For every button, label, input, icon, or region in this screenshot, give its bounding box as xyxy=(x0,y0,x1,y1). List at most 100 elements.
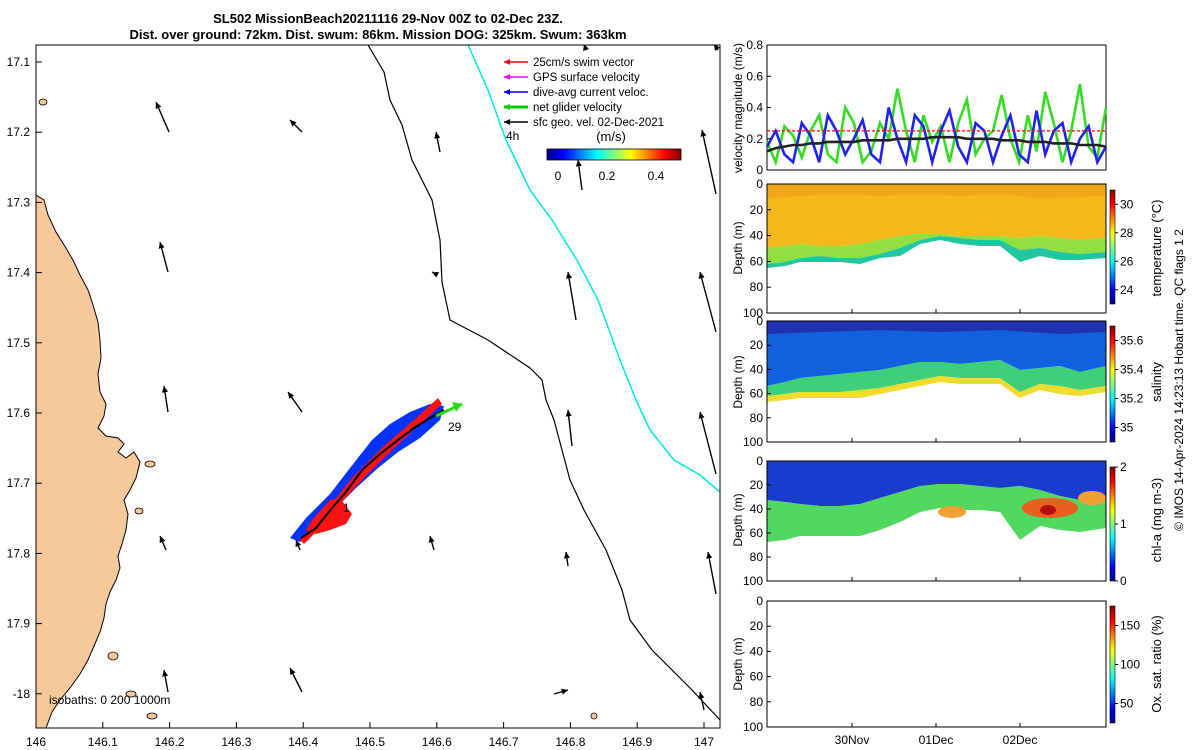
salinity-colorbar-ticks: 35 35.2 35.4 35.6 xyxy=(1115,334,1144,435)
colorbar-tick: 0.4 xyxy=(648,169,665,183)
colorbar-tick-label: 35.2 xyxy=(1120,392,1144,406)
velocity-arrowhead xyxy=(698,272,705,279)
velocity-arrowhead xyxy=(583,45,589,51)
velocity-arrowhead xyxy=(434,132,441,139)
depth-tick-label: 20 xyxy=(750,619,764,633)
depth-tick-label: 40 xyxy=(750,644,764,658)
track-line xyxy=(300,409,445,539)
lon-tick-label: 146.7 xyxy=(489,735,519,749)
depth-tick-label: 20 xyxy=(750,203,764,217)
salinity-surface-layer xyxy=(767,321,1106,386)
map-frame xyxy=(35,44,721,729)
colorbar-tick: 0.2 xyxy=(599,169,616,183)
island xyxy=(134,507,144,515)
velocity-arrowhead xyxy=(428,536,435,543)
temperature-mixed-layer xyxy=(767,184,1106,248)
lon-tick-label: 146.6 xyxy=(422,735,452,749)
isobaths-label: isobaths: 0 200 1000m xyxy=(49,693,170,707)
velocity-arrowhead xyxy=(561,688,568,695)
velocity-arrowhead xyxy=(161,386,168,393)
time-tick: 02Dec xyxy=(1003,733,1038,747)
velocity-arrowhead xyxy=(158,242,165,249)
lat-tick-label: 17.2 xyxy=(7,125,31,139)
velocity-arrowhead xyxy=(714,45,720,51)
depth-tick-label: 100 xyxy=(743,435,763,449)
velocity-arrowhead xyxy=(706,552,713,559)
track-start-label: 1 xyxy=(343,501,350,515)
colorbar-tick-label: 35 xyxy=(1120,421,1134,435)
island xyxy=(107,651,119,661)
oxygen-colorbar-label: Ox. sat. ratio (%) xyxy=(1149,615,1164,713)
velocity-arrowhead xyxy=(295,540,302,547)
chlorophyll-colorbar-ticks: 0 1 2 xyxy=(1115,460,1127,588)
chlorophyll-colorbar-label: chl-a (mg m-3) xyxy=(1149,478,1164,563)
velocity-arrowhead xyxy=(575,160,582,167)
velocity-arrowhead xyxy=(290,668,296,675)
oxygen-ylabel: Depth (m) xyxy=(731,637,745,690)
lon-tick-label: 146.5 xyxy=(355,735,385,749)
velocity-arrowhead xyxy=(698,412,705,419)
island xyxy=(144,460,156,468)
colorbar-tick-label: 0 xyxy=(1120,574,1127,588)
legend-label: dive-avg current veloc. xyxy=(533,87,649,99)
lat-tick-label: 17.8 xyxy=(7,546,31,560)
temperature-axis: 0 20 40 60 80 100 xyxy=(743,177,1021,320)
title-line-2: Dist. over ground: 72km. Dist. swum: 86k… xyxy=(129,27,626,42)
island xyxy=(38,98,48,106)
lon-tick-label: 146.2 xyxy=(155,735,185,749)
colorbar-tick-label: 24 xyxy=(1120,283,1134,297)
colorbar-tick-label: 2 xyxy=(1120,460,1127,474)
colorbar-tick-label: 35.6 xyxy=(1120,334,1144,348)
velocity-arrowhead xyxy=(566,272,573,279)
depth-tick-label: 80 xyxy=(750,411,764,425)
colorbar-tick-label: 35.4 xyxy=(1120,363,1144,377)
colorbar-tick-label: 100 xyxy=(1120,658,1140,672)
colorbar-tick-label: 50 xyxy=(1120,697,1134,711)
colorbar-units: (m/s) xyxy=(596,129,626,144)
lon-tick-label: 146.8 xyxy=(555,735,585,749)
oxygen-colorbar xyxy=(1109,605,1116,724)
velocity-arrowhead xyxy=(563,552,570,559)
depth-tick-label: 80 xyxy=(750,550,764,564)
salinity-axis: 0 20 40 60 80 100 xyxy=(743,314,1021,449)
velocity-arrowhead xyxy=(155,102,162,109)
lat-tick-label: 17.1 xyxy=(7,55,31,69)
colorbar-tick-label: 30 xyxy=(1120,197,1134,211)
temperature-colorbar xyxy=(1109,189,1116,305)
net-glider-velocity-arrowhead xyxy=(452,402,462,412)
lat-tick-label: 17.6 xyxy=(7,406,31,420)
depth-tick-label: 40 xyxy=(750,502,764,516)
chl-patch xyxy=(1078,491,1106,505)
lon-tick-label: 146.3 xyxy=(221,735,251,749)
lat-tick-label: 17.3 xyxy=(7,195,31,209)
colorbar-tick-label: 26 xyxy=(1120,254,1134,268)
island xyxy=(125,690,137,698)
velocity-arrowhead xyxy=(432,272,439,278)
temperature-transition xyxy=(767,234,1106,264)
coastline-land xyxy=(36,194,141,728)
temperature-deep-layer xyxy=(767,236,1106,268)
isobath-200m xyxy=(367,45,720,721)
colorbar-time-label: 4h xyxy=(506,129,519,143)
velocity-series-line xyxy=(766,135,1107,153)
depth-tick-label: 0 xyxy=(756,454,763,468)
time-tick: 01Dec xyxy=(919,733,954,747)
title-line-1: SL502 MissionBeach20211116 29-Nov 00Z to… xyxy=(213,11,563,26)
island xyxy=(146,712,158,720)
chl-patch xyxy=(1040,505,1056,515)
lat-tick-label: 17.5 xyxy=(7,336,31,350)
legend-arrowhead xyxy=(504,104,510,110)
speed-colorbar xyxy=(546,148,682,161)
salinity-colorbar xyxy=(1109,325,1116,443)
depth-tick-label: 100 xyxy=(743,574,763,588)
temperature-surface-warm xyxy=(767,184,1106,198)
chl-surface-layer xyxy=(767,461,1106,506)
depth-tick-label: 60 xyxy=(750,254,764,268)
chl-max-layer xyxy=(767,484,1106,542)
velocity-arrow xyxy=(699,411,717,475)
lat-tick-label: 17.9 xyxy=(7,617,31,631)
velocity-arrow xyxy=(707,551,717,595)
velocity-arrowhead xyxy=(288,392,295,399)
velocity-arrowhead xyxy=(162,670,169,677)
temperature-panel: 0 20 40 60 80 100 Depth (m) 24 26 28 30 temperat… xyxy=(731,177,1164,320)
